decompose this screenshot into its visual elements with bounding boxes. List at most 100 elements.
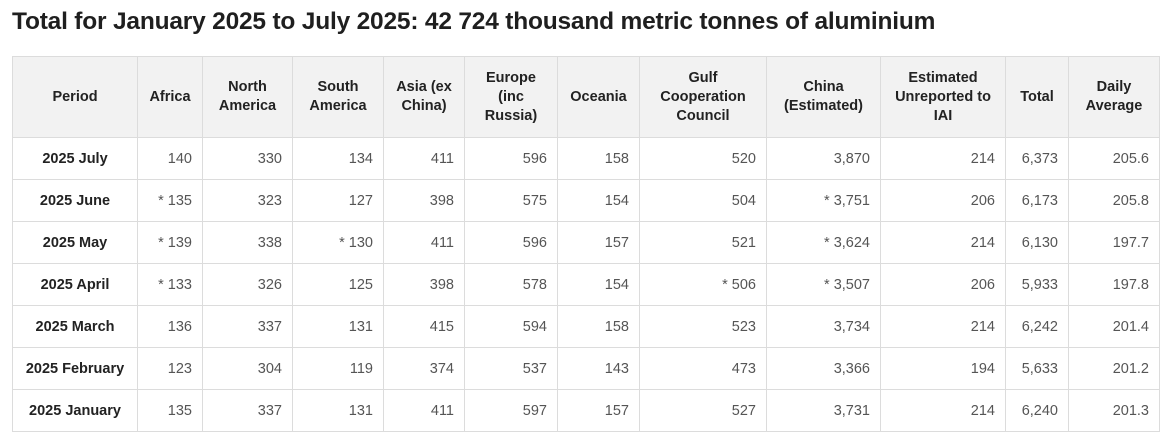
value-cell: 197.7: [1068, 221, 1160, 264]
column-header-line: America: [309, 98, 367, 114]
value-cell: 326: [202, 263, 293, 306]
table-row: 2025 January 135 337 131 411 597 157 527 3,731 21…: [12, 389, 1160, 432]
column-header: Africa: [137, 56, 203, 138]
table-row: 2025 May * 139 338 * 130 411 596 157 521 * 3,624…: [12, 221, 1160, 264]
value-cell: 323: [202, 179, 293, 222]
column-header-line: China: [803, 79, 844, 95]
column-header: Daily Average: [1068, 56, 1160, 138]
value-cell: * 133: [137, 263, 203, 306]
table-row: 2025 March 136 337 131 415 594 158 523 3,734 214 6…: [12, 305, 1160, 348]
column-header: North America: [202, 56, 293, 138]
value-cell: 521: [639, 221, 767, 264]
value-cell: 304: [202, 347, 293, 390]
value-cell: 123: [137, 347, 203, 390]
column-header: Estimated Unreported to IAI: [880, 56, 1006, 138]
column-header-line: Daily: [1096, 79, 1132, 95]
value-cell: * 3,507: [766, 263, 881, 306]
period-cell: 2025 February: [12, 347, 138, 390]
value-cell: 214: [880, 389, 1006, 432]
value-cell: 214: [880, 305, 1006, 348]
table-row: 2025 February 123 304 119 374 537 143 473 3,366 1…: [12, 347, 1160, 390]
production-table-container: Period Africa North America South America Asia…: [12, 56, 1160, 432]
value-cell: 201.3: [1068, 389, 1160, 432]
value-cell: * 130: [292, 221, 384, 264]
value-cell: 337: [202, 389, 293, 432]
value-cell: 131: [292, 305, 384, 348]
value-cell: * 135: [137, 179, 203, 222]
table-header-row: Period Africa North America South America Asia…: [12, 56, 1160, 138]
value-cell: 154: [557, 179, 640, 222]
value-cell: 205.6: [1068, 137, 1160, 180]
value-cell: 504: [639, 179, 767, 222]
value-cell: 206: [880, 263, 1006, 306]
value-cell: 415: [383, 305, 465, 348]
value-cell: 6,173: [1005, 179, 1069, 222]
value-cell: 338: [202, 221, 293, 264]
column-header-line: Period: [52, 88, 98, 105]
column-header-line: Africa: [149, 88, 191, 105]
value-cell: 6,242: [1005, 305, 1069, 348]
value-cell: 119: [292, 347, 384, 390]
value-cell: 197.8: [1068, 263, 1160, 306]
value-cell: 398: [383, 179, 465, 222]
value-cell: 5,933: [1005, 263, 1069, 306]
value-cell: 214: [880, 221, 1006, 264]
value-cell: 411: [383, 137, 465, 180]
value-cell: 3,366: [766, 347, 881, 390]
period-cell: 2025 April: [12, 263, 138, 306]
value-cell: 154: [557, 263, 640, 306]
value-cell: 6,240: [1005, 389, 1069, 432]
value-cell: * 3,624: [766, 221, 881, 264]
value-cell: * 139: [137, 221, 203, 264]
column-header-line: IAI: [933, 107, 953, 124]
value-cell: 597: [464, 389, 558, 432]
value-cell: 206: [880, 179, 1006, 222]
column-header-line: China): [401, 98, 447, 114]
value-cell: 3,731: [766, 389, 881, 432]
column-header-line: (Estimated): [784, 98, 863, 114]
page-title: Total for January 2025 to July 2025: 42 …: [12, 8, 936, 35]
value-cell: 3,734: [766, 305, 881, 348]
table-body: 2025 July 140 330 134 411 596 158 520 3,870 214 6,…: [12, 137, 1160, 432]
value-cell: 473: [639, 347, 767, 390]
table-row: 2025 July 140 330 134 411 596 158 520 3,870 214 6,…: [12, 137, 1160, 180]
value-cell: * 506: [639, 263, 767, 306]
value-cell: 157: [557, 221, 640, 264]
value-cell: 537: [464, 347, 558, 390]
column-header-line: Oceania: [570, 88, 627, 105]
value-cell: 125: [292, 263, 384, 306]
table-row: 2025 June * 135 323 127 398 575 154 504 * 3,751 2…: [12, 179, 1160, 222]
column-header-line: Gulf: [688, 69, 718, 86]
value-cell: 594: [464, 305, 558, 348]
value-cell: 201.4: [1068, 305, 1160, 348]
column-header-line: Estimated: [908, 69, 978, 86]
value-cell: 520: [639, 137, 767, 180]
value-cell: 158: [557, 137, 640, 180]
column-header: Period: [12, 56, 138, 138]
column-header-line: Asia (ex: [396, 79, 452, 95]
value-cell: 5,633: [1005, 347, 1069, 390]
column-header-line: South: [317, 79, 359, 95]
value-cell: 578: [464, 263, 558, 306]
column-header: Asia (ex China): [383, 56, 465, 138]
column-header-line: Russia): [484, 107, 538, 124]
column-header-line: North: [228, 79, 267, 95]
column-header-line: Europe: [486, 69, 536, 86]
value-cell: 6,130: [1005, 221, 1069, 264]
column-header-line: Council: [676, 107, 730, 124]
column-header: South America: [292, 56, 384, 138]
value-cell: 134: [292, 137, 384, 180]
value-cell: 3,870: [766, 137, 881, 180]
production-table: Period Africa North America South America Asia…: [12, 56, 1160, 432]
column-header-line: America: [218, 98, 277, 114]
column-header: China (Estimated): [766, 56, 881, 138]
value-cell: 214: [880, 137, 1006, 180]
column-header-line: (inc: [498, 88, 524, 105]
period-cell: 2025 July: [12, 137, 138, 180]
column-header-line: Unreported to: [895, 88, 991, 105]
value-cell: 337: [202, 305, 293, 348]
value-cell: 201.2: [1068, 347, 1160, 390]
value-cell: 596: [464, 221, 558, 264]
value-cell: 411: [383, 389, 465, 432]
column-header: Oceania: [557, 56, 640, 138]
